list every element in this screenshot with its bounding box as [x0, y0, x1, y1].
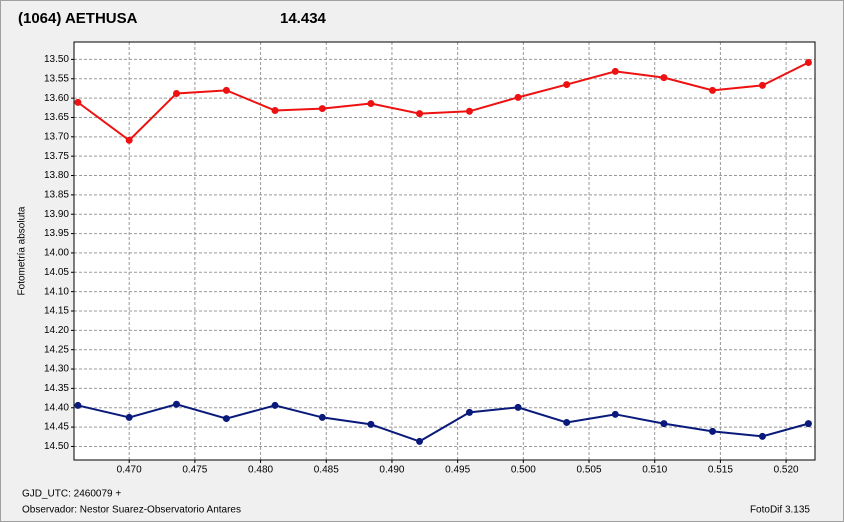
y-tick-label: 13.85 — [44, 190, 69, 201]
y-tick-label: 14.35 — [44, 383, 69, 394]
data-point — [367, 100, 375, 108]
data-point — [222, 415, 230, 423]
y-tick-label: 13.60 — [44, 93, 69, 104]
x-tick-label: 0.510 — [642, 465, 667, 476]
y-tick-label: 14.50 — [44, 441, 69, 452]
x-tick-label: 0.470 — [117, 465, 142, 476]
data-point — [804, 420, 812, 428]
x-tick-label: 0.505 — [577, 465, 602, 476]
x-tick-label: 0.495 — [445, 465, 470, 476]
data-point — [758, 81, 766, 89]
x-tick-label: 0.520 — [774, 465, 799, 476]
chart-subtitle: 14.434 — [280, 10, 327, 27]
data-point — [416, 110, 424, 118]
y-tick-label: 14.20 — [44, 325, 69, 336]
x-tick-label: 0.490 — [379, 465, 404, 476]
y-axis-label: Fotometría absoluta — [17, 206, 28, 295]
y-tick-label: 13.50 — [44, 54, 69, 65]
footer-observer: Observador: Nestor Suarez-Observatorio A… — [22, 505, 241, 516]
x-tick-label: 0.480 — [248, 465, 273, 476]
data-point — [318, 105, 326, 113]
data-point — [172, 400, 180, 408]
data-point — [271, 107, 279, 115]
data-point — [709, 86, 717, 94]
data-point — [514, 93, 522, 101]
data-point — [125, 413, 133, 421]
data-point — [563, 81, 571, 89]
y-tick-label: 13.95 — [44, 228, 69, 239]
y-tick-label: 14.30 — [44, 364, 69, 375]
data-point — [660, 74, 668, 82]
x-tick-label: 0.485 — [314, 465, 339, 476]
plot-area — [74, 42, 815, 460]
x-tick-label: 0.500 — [511, 465, 536, 476]
y-tick-label: 14.00 — [44, 248, 69, 259]
data-point — [74, 98, 82, 106]
y-tick-label: 14.45 — [44, 422, 69, 433]
y-tick-label: 14.25 — [44, 344, 69, 355]
data-point — [465, 408, 473, 416]
y-tick-label: 14.10 — [44, 286, 69, 297]
series-line — [77, 61, 809, 142]
y-tick-label: 13.90 — [44, 209, 69, 220]
data-point — [611, 67, 619, 75]
y-tick-label: 13.80 — [44, 170, 69, 181]
data-point — [514, 403, 522, 411]
y-tick-label: 13.65 — [44, 112, 69, 123]
data-point — [222, 86, 230, 94]
data-point — [318, 413, 326, 421]
data-point — [611, 410, 619, 418]
footer-gjd: GJD_UTC: 2460079 + — [22, 489, 121, 500]
data-point — [709, 427, 717, 435]
y-tick-label: 14.05 — [44, 267, 69, 278]
data-point — [74, 401, 82, 409]
x-tick-label: 0.515 — [708, 465, 733, 476]
data-point — [660, 420, 668, 428]
data-point — [367, 420, 375, 428]
footer-version: FotoDif 3.135 — [750, 505, 810, 516]
data-point — [465, 107, 473, 115]
y-tick-label: 13.55 — [44, 73, 69, 84]
data-point — [271, 401, 279, 409]
y-tick-label: 13.75 — [44, 151, 69, 162]
y-tick-label: 14.15 — [44, 306, 69, 317]
y-tick-label: 14.40 — [44, 402, 69, 413]
data-point — [125, 136, 133, 144]
data-point — [563, 418, 571, 426]
x-tick-label: 0.475 — [182, 465, 207, 476]
data-point — [758, 432, 766, 440]
data-point — [416, 437, 424, 445]
data-point — [172, 89, 180, 97]
plot-border — [73, 41, 816, 461]
data-point — [804, 59, 812, 67]
chart-title: (1064) AETHUSA — [18, 10, 138, 27]
y-tick-label: 13.70 — [44, 131, 69, 142]
series-line — [77, 403, 809, 443]
